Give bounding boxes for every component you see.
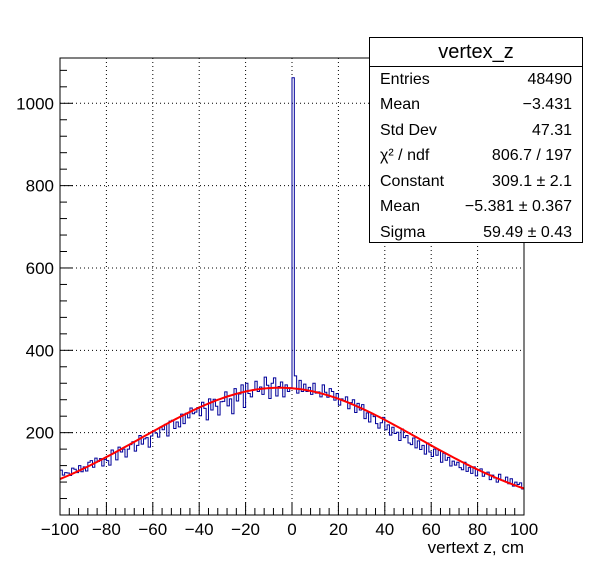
x-tick-label: −80: [92, 520, 121, 539]
stats-row-value: −3.431: [522, 96, 572, 114]
y-tick-label: 400: [26, 341, 54, 360]
stats-row: Constant 309.1 ± 2.1: [370, 169, 582, 195]
stats-rows: Entries 48490 Mean −3.431 Std Dev 47.31 χ² / n…: [370, 67, 582, 246]
stats-row-label: Constant: [380, 172, 445, 190]
stats-row-label: Mean: [380, 96, 421, 114]
y-tick-label: 200: [26, 424, 54, 443]
y-tick-label: 600: [26, 259, 54, 278]
histogram-series: [60, 77, 524, 490]
stats-row: Sigma 59.49 ± 0.43: [370, 220, 582, 246]
stats-row-label: Sigma: [380, 223, 426, 241]
stats-box: vertex_z Entries 48490 Mean −3.431 Std Dev 47…: [369, 37, 583, 243]
stats-row: Std Dev 47.31: [370, 118, 582, 144]
stats-row-value: 806.7 / 197: [491, 147, 572, 165]
x-tick-label: 20: [329, 520, 348, 539]
x-tick-label: 0: [287, 520, 296, 539]
stats-row: Entries 48490: [370, 67, 582, 93]
stats-title: vertex_z: [370, 38, 582, 67]
stats-row-value: 59.49 ± 0.43: [483, 223, 572, 241]
stats-row-value: −5.381 ± 0.367: [464, 198, 572, 216]
gaussian-fit-curve: [59, 386, 525, 490]
x-tick-label: 60: [422, 520, 441, 539]
x-tick-label: 80: [468, 520, 487, 539]
x-tick-label: −40: [185, 520, 214, 539]
stats-row-label: χ² / ndf: [380, 147, 430, 165]
stats-row-value: 48490: [527, 70, 573, 88]
axis-tick-labels: −100 −80 −60 −40 −20 0 20 40 60 80 100 200 400 600 800…: [16, 94, 538, 539]
stats-row-label: Entries: [380, 70, 430, 88]
stats-row: Mean −3.431: [370, 93, 582, 119]
stats-row-value: 309.1 ± 2.1: [492, 172, 572, 190]
stats-row: χ² / ndf 806.7 / 197: [370, 144, 582, 170]
x-tick-label: −100: [41, 520, 79, 539]
x-tick-label: 40: [375, 520, 394, 539]
stats-row-value: 47.31: [531, 121, 572, 139]
axis-ticks: [59, 69, 525, 515]
y-tick-label: 1000: [16, 94, 54, 113]
stats-row-label: Std Dev: [380, 121, 437, 139]
x-tick-label: −60: [138, 520, 167, 539]
x-tick-label: 100: [510, 520, 538, 539]
y-tick-label: 800: [26, 177, 54, 196]
x-tick-label: −20: [231, 520, 260, 539]
x-axis-title: vertext z, cm: [428, 538, 524, 557]
stats-row-label: Mean: [380, 198, 421, 216]
stats-row: Mean −5.381 ± 0.367: [370, 195, 582, 221]
